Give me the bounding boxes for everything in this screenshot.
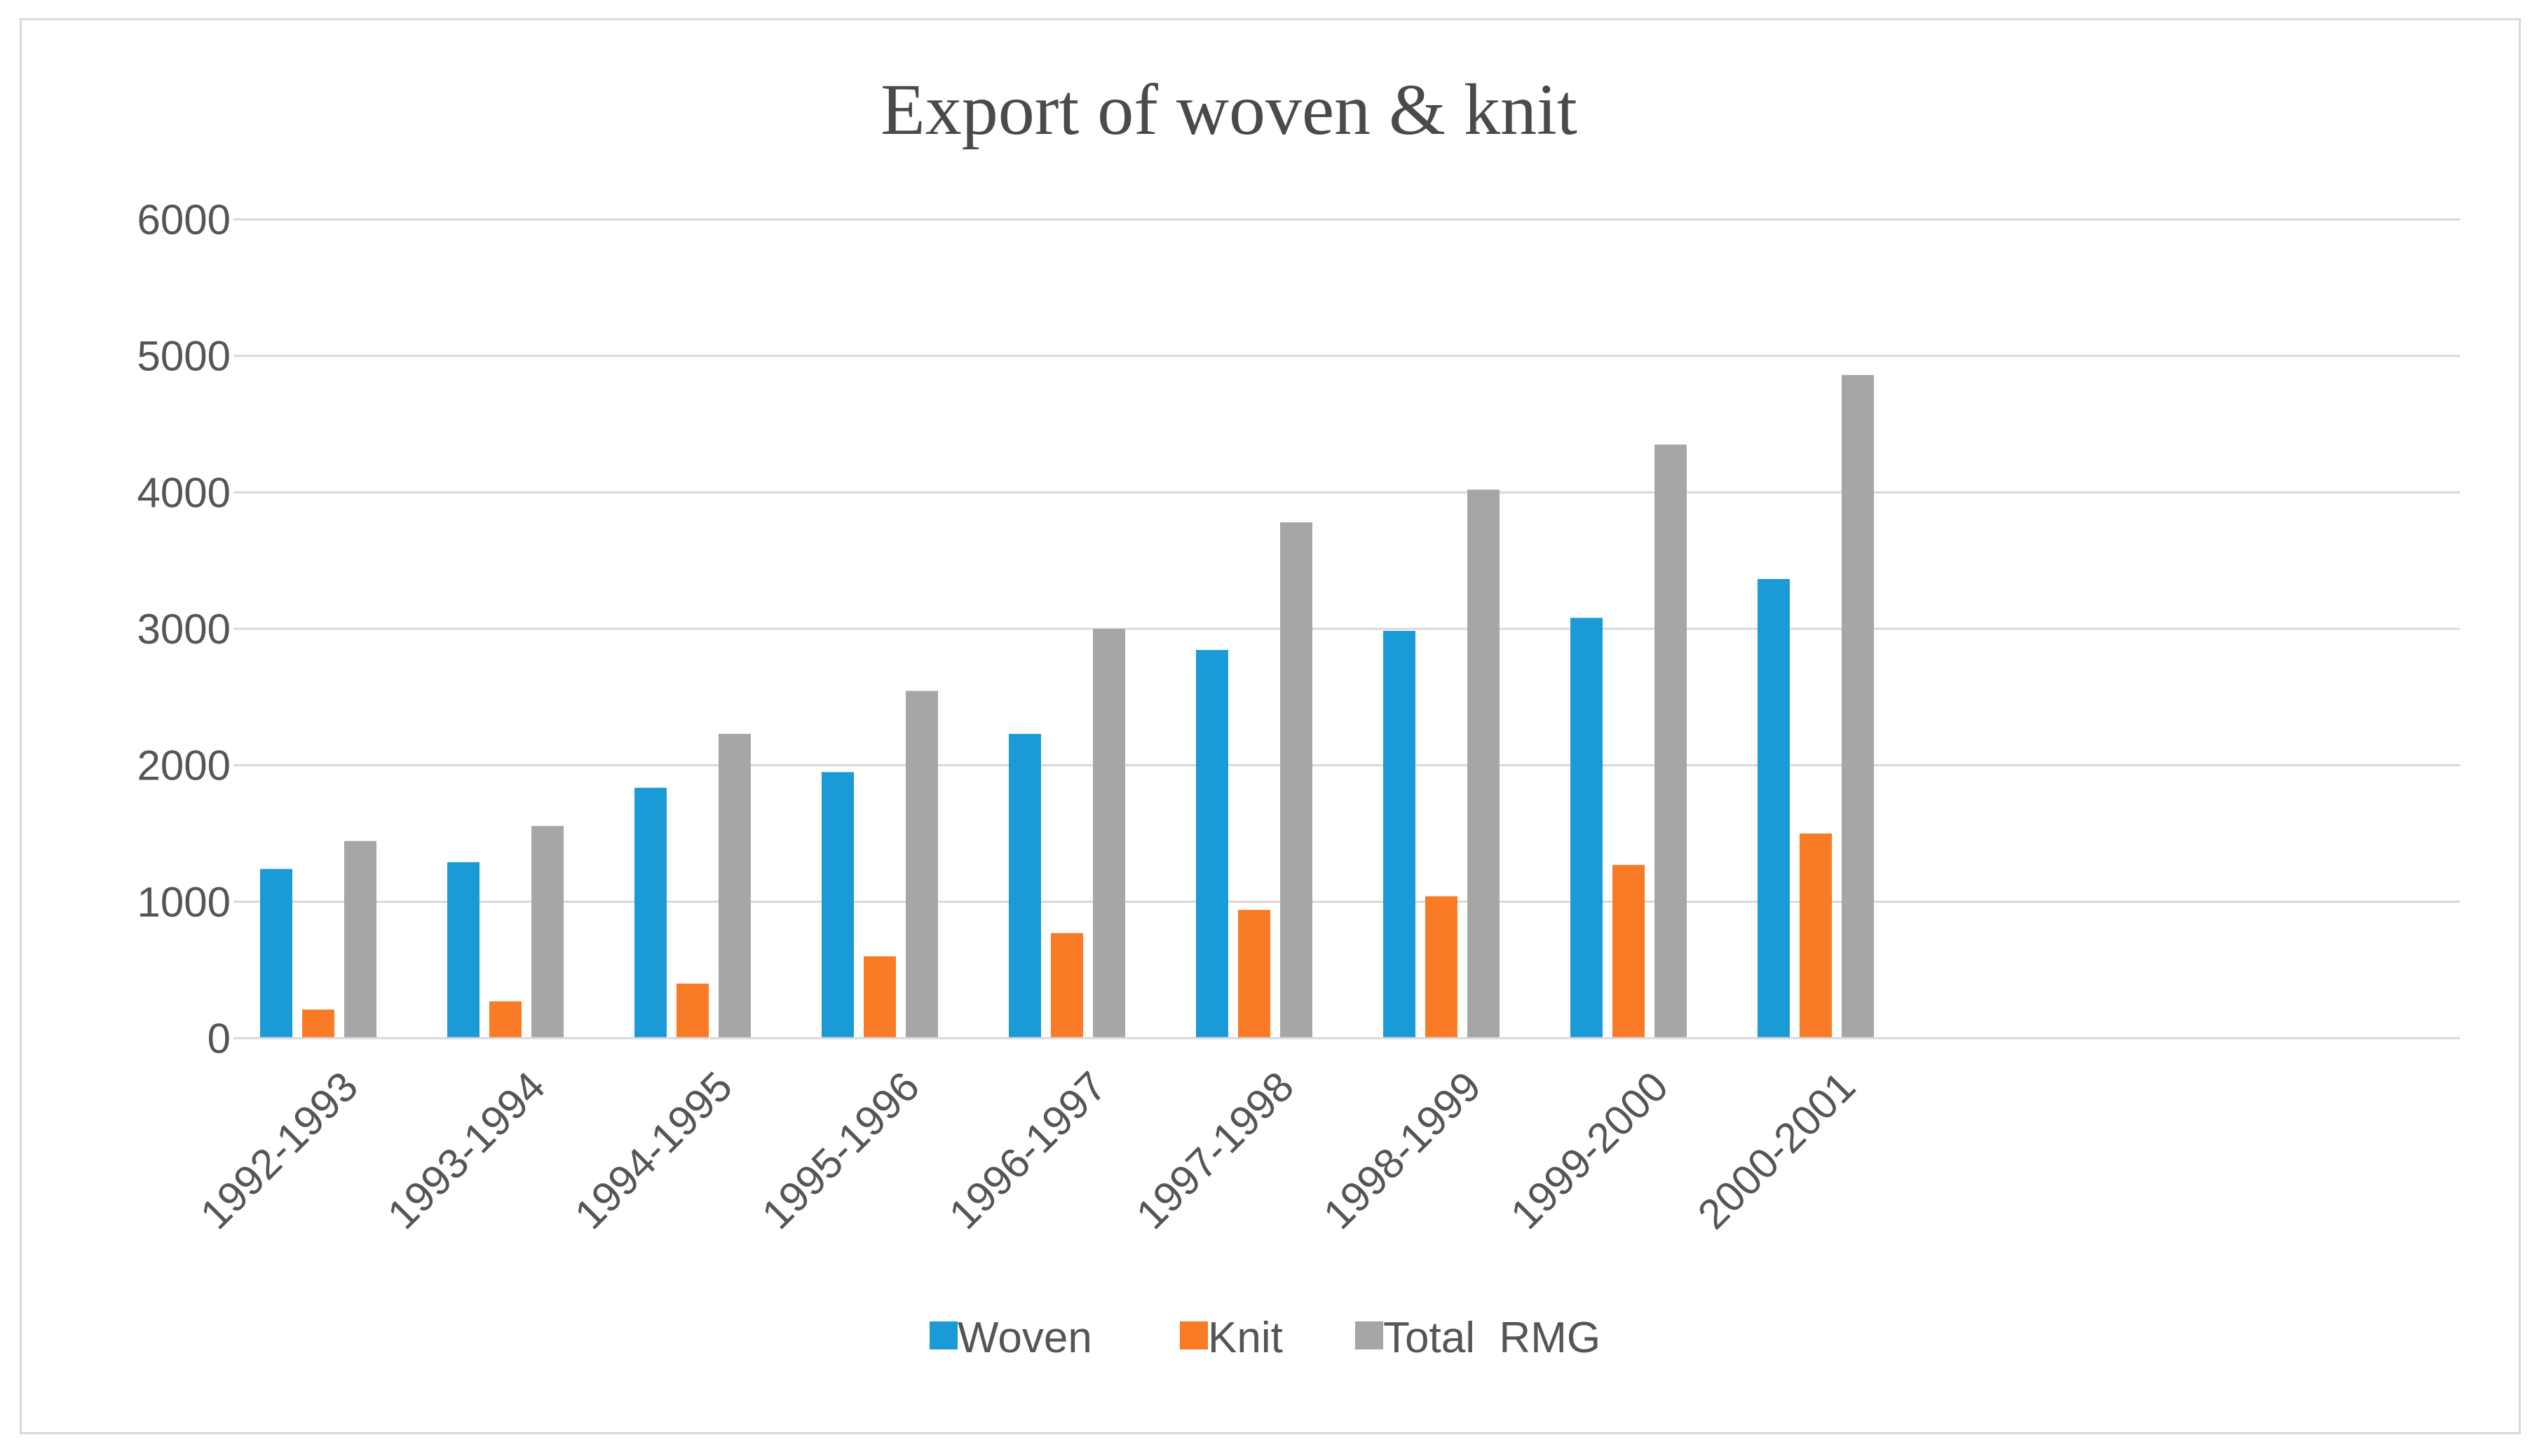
y-tick-label: 4000 [137, 469, 231, 516]
bar-woven [1758, 578, 1790, 1038]
legend-label-knit: Knit [1208, 1314, 1283, 1362]
bar-knit [1051, 933, 1083, 1038]
bar-knit [1612, 864, 1645, 1038]
bar-woven [822, 772, 854, 1038]
bar-knit [1425, 896, 1457, 1038]
bar-total-rmg [906, 690, 938, 1038]
bar-woven [1570, 618, 1603, 1038]
x-tick-label: 1994-1995 [566, 1063, 741, 1238]
x-tick-label: 1992-1993 [191, 1063, 367, 1238]
bars [260, 374, 1874, 1038]
legend-swatch-woven [930, 1321, 958, 1349]
bar-knit [489, 1001, 522, 1038]
bar-total-rmg [531, 826, 564, 1038]
bar-woven [1383, 630, 1415, 1038]
y-tick-label: 1000 [137, 878, 231, 925]
bar-total-rmg [1654, 444, 1687, 1038]
y-tick-label: 6000 [137, 196, 231, 243]
chart-frame: Export of woven & knit 0 1000 2000 3000 4000… [20, 18, 2521, 1434]
x-tick-label: 2000-2001 [1689, 1063, 1864, 1238]
bar-total-rmg [719, 733, 751, 1038]
legend-label-woven: Woven [958, 1314, 1092, 1362]
bar-total-rmg [1093, 629, 1125, 1038]
x-tick-label: 1993-1994 [379, 1063, 554, 1238]
bar-woven [260, 869, 292, 1038]
y-tick-label: 3000 [137, 606, 231, 653]
legend: Woven Knit Total RMG [930, 1314, 1600, 1362]
bar-woven [447, 862, 480, 1038]
legend-label-total-rmg: Total RMG [1383, 1314, 1600, 1362]
x-tick-label: 1995-1996 [753, 1063, 928, 1238]
x-axis-ticks: 1992-1993 1993-1994 1994-1995 1995-1996 1996… [191, 1063, 1864, 1238]
chart-title: Export of woven & knit [881, 69, 1577, 150]
bar-total-rmg [344, 841, 376, 1038]
gridlines [233, 218, 2460, 903]
bar-total-rmg [1467, 489, 1500, 1038]
legend-swatch-knit [1180, 1321, 1208, 1349]
y-axis-ticks: 0 1000 2000 3000 4000 5000 6000 [137, 196, 231, 1062]
y-tick-label: 5000 [137, 333, 231, 380]
legend-swatch-total-rmg [1355, 1321, 1383, 1349]
bar-knit [864, 956, 896, 1038]
x-tick-label: 1999-2000 [1502, 1063, 1677, 1238]
x-tick-label: 1996-1997 [940, 1063, 1115, 1238]
bar-woven [634, 787, 667, 1038]
y-tick-label: 0 [208, 1015, 231, 1062]
bar-knit [302, 1009, 334, 1038]
x-tick-label: 1997-1998 [1127, 1063, 1303, 1238]
chart-svg: Export of woven & knit 0 1000 2000 3000 4000… [137, 69, 2460, 1362]
bar-woven [1009, 733, 1041, 1038]
bar-total-rmg [1842, 374, 1874, 1038]
x-tick-label: 1998-1999 [1314, 1063, 1490, 1238]
bar-knit [1800, 834, 1832, 1038]
y-tick-label: 2000 [137, 742, 231, 789]
bar-woven [1196, 650, 1228, 1038]
bar-knit [677, 984, 709, 1038]
bar-knit [1238, 910, 1270, 1038]
bar-total-rmg [1280, 522, 1312, 1038]
